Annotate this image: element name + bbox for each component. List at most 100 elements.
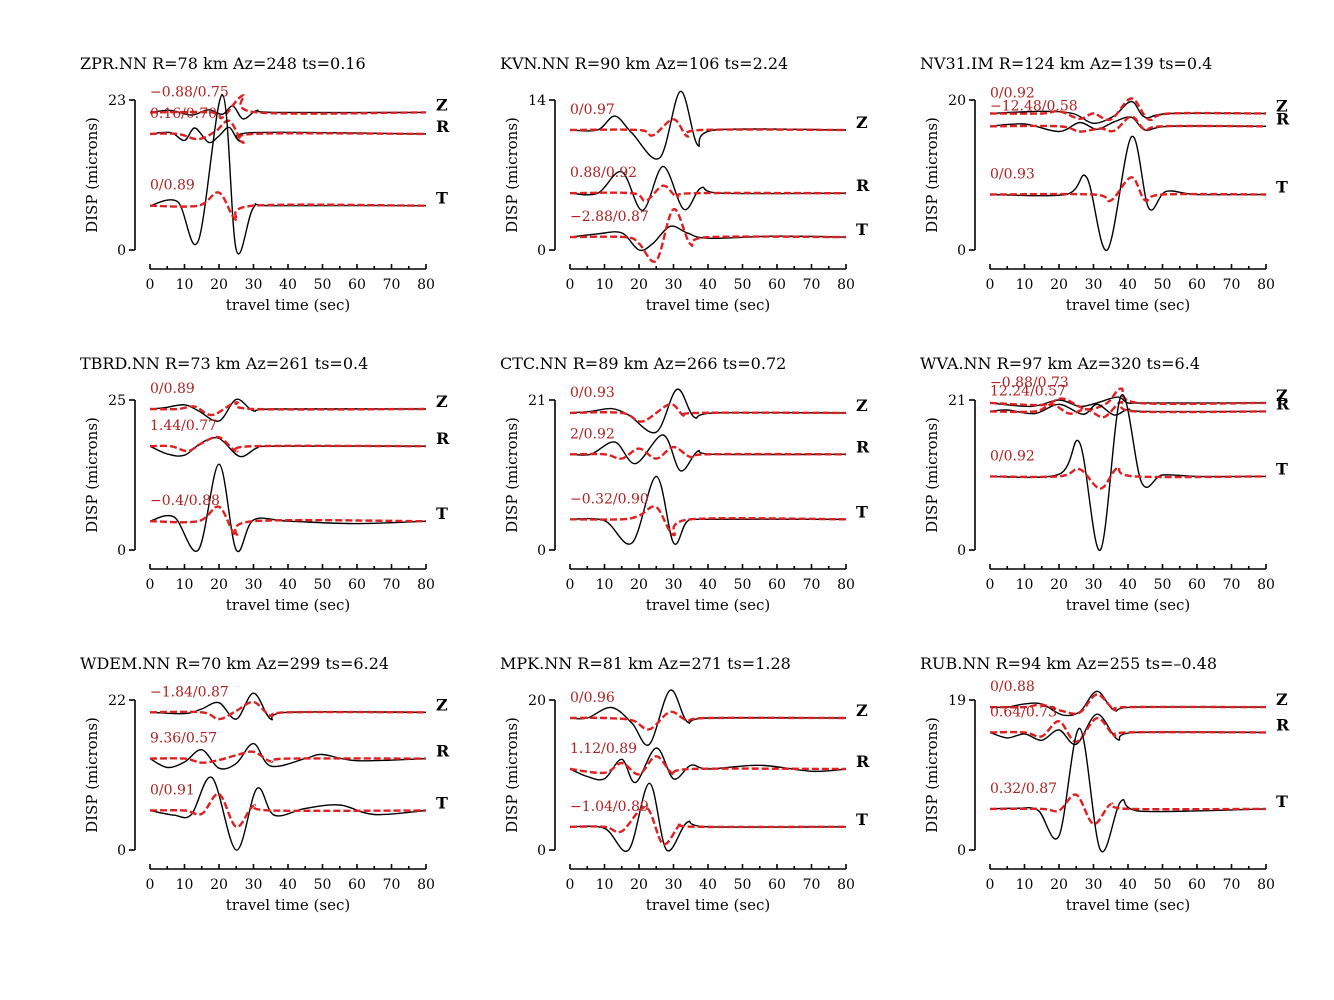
component-label-r: R (856, 176, 870, 195)
x-tick-label: 0 (566, 577, 575, 593)
x-tick-label: 30 (665, 277, 683, 293)
x-tick-label: 50 (734, 277, 752, 293)
component-label-z: Z (856, 396, 868, 415)
synthetic-trace-t (569, 208, 847, 263)
panel-title: KVN.NN R=90 km Az=106 ts=2.24 (500, 54, 788, 73)
x-tick-label: 20 (210, 577, 228, 593)
synthetic-trace-z (569, 403, 847, 423)
x-tick-label: 50 (1154, 577, 1172, 593)
fit-annotation-t: 0.32/0.87 (990, 781, 1057, 797)
synthetic-trace-t (149, 191, 427, 222)
synthetic-trace-z (149, 700, 427, 721)
x-tick-label: 0 (986, 577, 995, 593)
fit-annotation-t: 0/0.91 (150, 782, 195, 798)
x-tick-label: 30 (665, 877, 683, 893)
synthetic-trace-t (149, 505, 427, 537)
y-tick-label-top: 25 (108, 393, 126, 409)
x-tick-label: 80 (1257, 577, 1275, 593)
seismogram-panel: ZPR.NN R=78 km Az=248 ts=0.16 23 0 DISP (mi… (80, 54, 450, 314)
x-tick-label: 80 (417, 877, 435, 893)
panel-title: CTC.NN R=89 km Az=266 ts=0.72 (500, 354, 786, 373)
x-tick-label: 70 (383, 877, 401, 893)
x-tick-label: 10 (176, 877, 194, 893)
x-tick-label: 70 (803, 577, 821, 593)
component-label-t: T (1276, 459, 1288, 478)
y-tick-label-bottom: 0 (117, 243, 126, 259)
component-label-r: R (436, 117, 450, 136)
x-tick-label: 40 (1119, 577, 1137, 593)
y-tick-label-bottom: 0 (957, 543, 966, 559)
seismogram-panel: TBRD.NN R=73 km Az=261 ts=0.4 25 0 DISP (mi… (80, 354, 450, 614)
x-tick-label: 40 (699, 577, 717, 593)
x-axis-label: travel time (sec) (646, 896, 770, 914)
fit-annotation-r: 1.12/0.89 (570, 741, 637, 757)
synthetic-trace-r (569, 445, 847, 460)
observed-trace-t (989, 136, 1267, 251)
y-axis-label: DISP (microns) (83, 117, 101, 233)
y-axis-label: DISP (microns) (503, 417, 521, 533)
y-axis-label: DISP (microns) (923, 417, 941, 533)
fit-annotation-r: −12.48/0.58 (990, 98, 1078, 114)
x-tick-label: 80 (837, 577, 855, 593)
component-label-t: T (1276, 178, 1288, 197)
x-tick-label: 20 (1050, 877, 1068, 893)
x-axis-label: travel time (sec) (1066, 596, 1190, 614)
synthetic-trace-r (149, 435, 427, 453)
fit-annotation-z: 0/0.93 (570, 385, 615, 401)
component-label-r: R (1276, 109, 1290, 128)
panel-title: WDEM.NN R=70 km Az=299 ts=6.24 (80, 654, 389, 673)
x-tick-label: 50 (734, 577, 752, 593)
y-tick-label-top: 20 (948, 93, 966, 109)
component-label-z: Z (856, 701, 868, 720)
y-tick-label-bottom: 0 (537, 243, 546, 259)
x-tick-label: 20 (630, 577, 648, 593)
x-tick-label: 0 (146, 277, 155, 293)
component-label-z: Z (1276, 97, 1288, 116)
x-tick-label: 10 (176, 277, 194, 293)
observed-trace-t (569, 782, 847, 853)
x-tick-label: 40 (279, 877, 297, 893)
x-tick-label: 50 (734, 877, 752, 893)
x-axis-label: travel time (sec) (226, 596, 350, 614)
component-label-r: R (1276, 715, 1290, 734)
synthetic-trace-z (569, 710, 847, 731)
synthetic-trace-r (149, 750, 427, 764)
panel-title: WVA.NN R=97 km Az=320 ts=6.4 (920, 354, 1200, 373)
component-label-r: R (436, 429, 450, 448)
x-tick-label: 80 (1257, 277, 1275, 293)
x-tick-label: 10 (596, 877, 614, 893)
x-tick-label: 30 (1085, 577, 1103, 593)
fit-annotation-t: 0/0.92 (990, 448, 1035, 464)
y-tick-label-bottom: 0 (957, 243, 966, 259)
x-tick-label: 40 (1119, 277, 1137, 293)
x-tick-label: 10 (1016, 877, 1034, 893)
y-axis-label: DISP (microns) (923, 717, 941, 833)
component-label-t: T (436, 189, 448, 208)
component-label-t: T (856, 220, 868, 239)
x-tick-label: 20 (1050, 577, 1068, 593)
x-tick-label: 40 (279, 577, 297, 593)
x-axis-label: travel time (sec) (226, 296, 350, 314)
x-tick-label: 0 (986, 877, 995, 893)
x-tick-label: 60 (348, 577, 366, 593)
panel-title: NV31.IM R=124 km Az=139 ts=0.4 (920, 54, 1212, 73)
fit-annotation-r: 2/0.92 (570, 426, 615, 442)
x-tick-label: 60 (768, 877, 786, 893)
x-tick-label: 10 (596, 277, 614, 293)
observed-trace-r (149, 742, 427, 770)
x-tick-label: 30 (1085, 277, 1103, 293)
x-tick-label: 70 (383, 277, 401, 293)
x-tick-label: 10 (596, 577, 614, 593)
fit-annotation-r: 0.64/0.73 (990, 704, 1057, 720)
x-tick-label: 0 (146, 877, 155, 893)
x-tick-label: 70 (1223, 877, 1241, 893)
x-tick-label: 60 (768, 577, 786, 593)
component-label-z: Z (1276, 386, 1288, 405)
fit-annotation-z: 0/0.96 (570, 690, 615, 706)
x-tick-label: 50 (314, 577, 332, 593)
fit-annotation-t: 0/0.89 (150, 178, 195, 194)
fit-annotation-r: 9.36/0.57 (150, 731, 217, 747)
y-tick-label-top: 20 (528, 693, 546, 709)
x-tick-label: 60 (1188, 877, 1206, 893)
